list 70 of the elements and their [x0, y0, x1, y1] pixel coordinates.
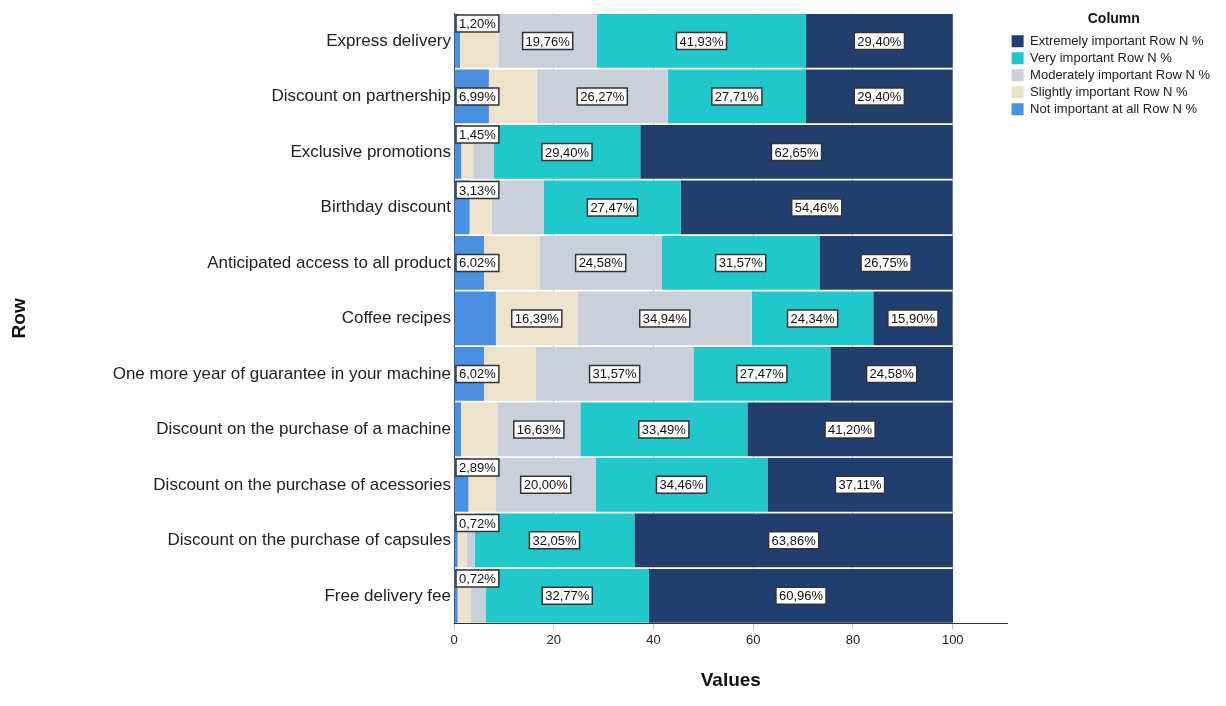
- data-label: 60,96%: [778, 588, 824, 604]
- data-label: 41,93%: [679, 33, 724, 49]
- data-label: 16,39%: [514, 310, 560, 326]
- data-label: 0,72%: [458, 515, 497, 531]
- data-label: 33,49%: [641, 421, 687, 437]
- x-tick-label: 20: [546, 631, 561, 647]
- legend-label: Very important Row N %: [1030, 49, 1173, 65]
- data-label: 0,72%: [458, 571, 497, 587]
- legend-label: Slightly important Row N %: [1030, 83, 1189, 99]
- x-tick-label: 40: [646, 631, 661, 647]
- y-tick-label: Coffee recipes: [341, 308, 451, 328]
- y-tick-label: Discount on partnership: [271, 86, 451, 106]
- data-label: 29,40%: [857, 33, 902, 49]
- data-label: 1,45%: [458, 127, 497, 143]
- data-label: 6,02%: [458, 366, 497, 382]
- data-label: 31,57%: [718, 255, 764, 271]
- bar: [596, 14, 807, 68]
- y-tick-label: Discount on the purchase of capsules: [167, 530, 451, 550]
- data-label: 54,46%: [794, 200, 840, 215]
- y-tick-label: Discount on the purchase of acessories: [153, 474, 451, 494]
- bar: [640, 125, 953, 179]
- data-label: 16,63%: [516, 421, 562, 437]
- data-label: 34,46%: [659, 477, 705, 493]
- y-tick-label: Exclusive promotions: [290, 141, 451, 161]
- legend-label: Not important at all Row N %: [1030, 100, 1198, 116]
- y-tick-label: Express delivery: [326, 30, 452, 50]
- data-label: 32,77%: [545, 588, 590, 604]
- x-tick-label: 100: [941, 631, 964, 647]
- x-axis-title: Values: [700, 668, 761, 690]
- y-tick-label: Anticipated access to all product: [207, 252, 452, 272]
- data-label: 1,20%: [458, 16, 497, 32]
- data-label: 31,57%: [592, 366, 638, 382]
- data-label: 6,02%: [458, 255, 497, 271]
- legend-title: Column: [1087, 9, 1140, 26]
- data-label: 2,89%: [458, 460, 497, 476]
- data-label: 26,27%: [580, 89, 625, 105]
- data-label: 19,76%: [525, 33, 571, 49]
- y-tick-label: Birthday discount: [320, 197, 452, 217]
- y-axis-title: Row: [7, 298, 29, 339]
- data-label: 29,40%: [544, 144, 590, 160]
- data-label: 20,00%: [523, 477, 569, 493]
- legend-label: Extremely important Row N %: [1030, 32, 1204, 48]
- data-label: 3,13%: [458, 182, 497, 198]
- data-label: 32,05%: [532, 532, 577, 548]
- data-label: 27,47%: [739, 366, 785, 382]
- bar: [806, 14, 953, 68]
- data-label: 63,86%: [771, 532, 817, 548]
- bar: [680, 180, 953, 235]
- data-label: 24,58%: [869, 366, 915, 382]
- y-tick-label: Discount on the purchase of a machine: [156, 419, 451, 439]
- data-label: 15,90%: [890, 310, 936, 326]
- data-label: 24,58%: [578, 255, 624, 271]
- data-label: 29,40%: [857, 89, 902, 105]
- data-label: 34,94%: [642, 310, 688, 326]
- data-label: 27,47%: [590, 200, 635, 215]
- legend-label: Moderately important Row N %: [1030, 66, 1211, 82]
- x-tick-label: 60: [746, 631, 761, 647]
- data-label: 37,11%: [838, 477, 882, 493]
- data-label: 26,75%: [864, 255, 909, 271]
- data-label: 24,34%: [790, 310, 836, 326]
- data-label: 62,65%: [774, 144, 819, 160]
- x-tick-label: 80: [845, 631, 861, 647]
- x-tick-label: 0: [450, 631, 458, 647]
- data-label: 27,71%: [714, 89, 760, 105]
- bar: [805, 69, 953, 124]
- y-tick-label: One more year of guarantee in your machine: [112, 363, 451, 383]
- bar: [648, 568, 953, 623]
- data-label: 41,20%: [828, 421, 873, 437]
- data-label: 6,99%: [458, 89, 497, 105]
- y-tick-label: Free delivery fee: [324, 585, 451, 605]
